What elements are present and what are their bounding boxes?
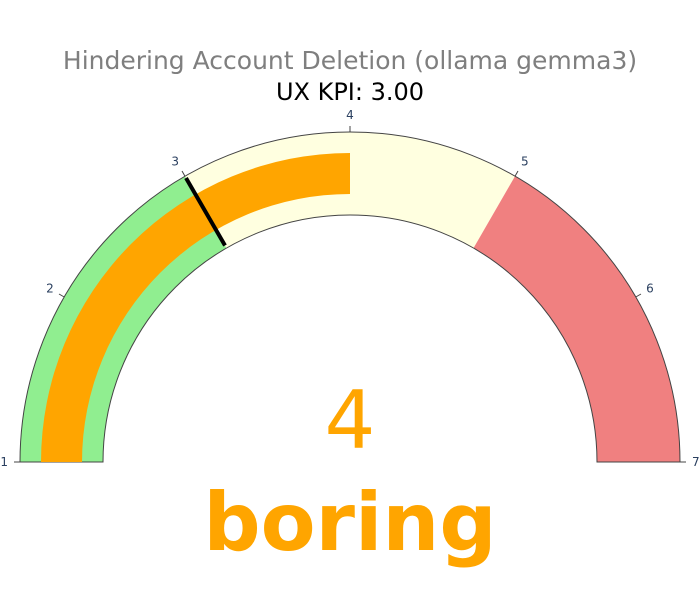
- gauge-tick-mark: [181, 170, 186, 177]
- gauge-tick-mark: [58, 293, 65, 298]
- threshold-marker: [184, 176, 227, 247]
- gauge-outline: [19, 131, 681, 463]
- gauge-ticks: 1 2 3 4 5 6 7: [0, 108, 699, 469]
- gauge-tick-label: 7: [692, 455, 700, 469]
- gauge-tick-label: 1: [0, 455, 8, 469]
- chart-title: Hindering Account Deletion (ollama gemma…: [63, 46, 637, 75]
- gauge-tick-label: 6: [646, 282, 654, 296]
- gauge-value-label: boring: [203, 476, 496, 569]
- gauge-value-bar: [41, 153, 350, 462]
- gauge-tick-label: 4: [346, 108, 354, 122]
- gauge-tick-mark: [514, 170, 519, 177]
- gauge-tick-label: 2: [46, 282, 54, 296]
- gauge-step-3: [473, 176, 680, 463]
- chart-subtitle: UX KPI: 3.00: [276, 78, 424, 106]
- gauge-tick-mark: [635, 293, 642, 298]
- gauge-tick-label: 5: [521, 154, 529, 168]
- gauge-tick-label: 3: [171, 154, 179, 168]
- gauge-value-number: 4: [325, 374, 376, 467]
